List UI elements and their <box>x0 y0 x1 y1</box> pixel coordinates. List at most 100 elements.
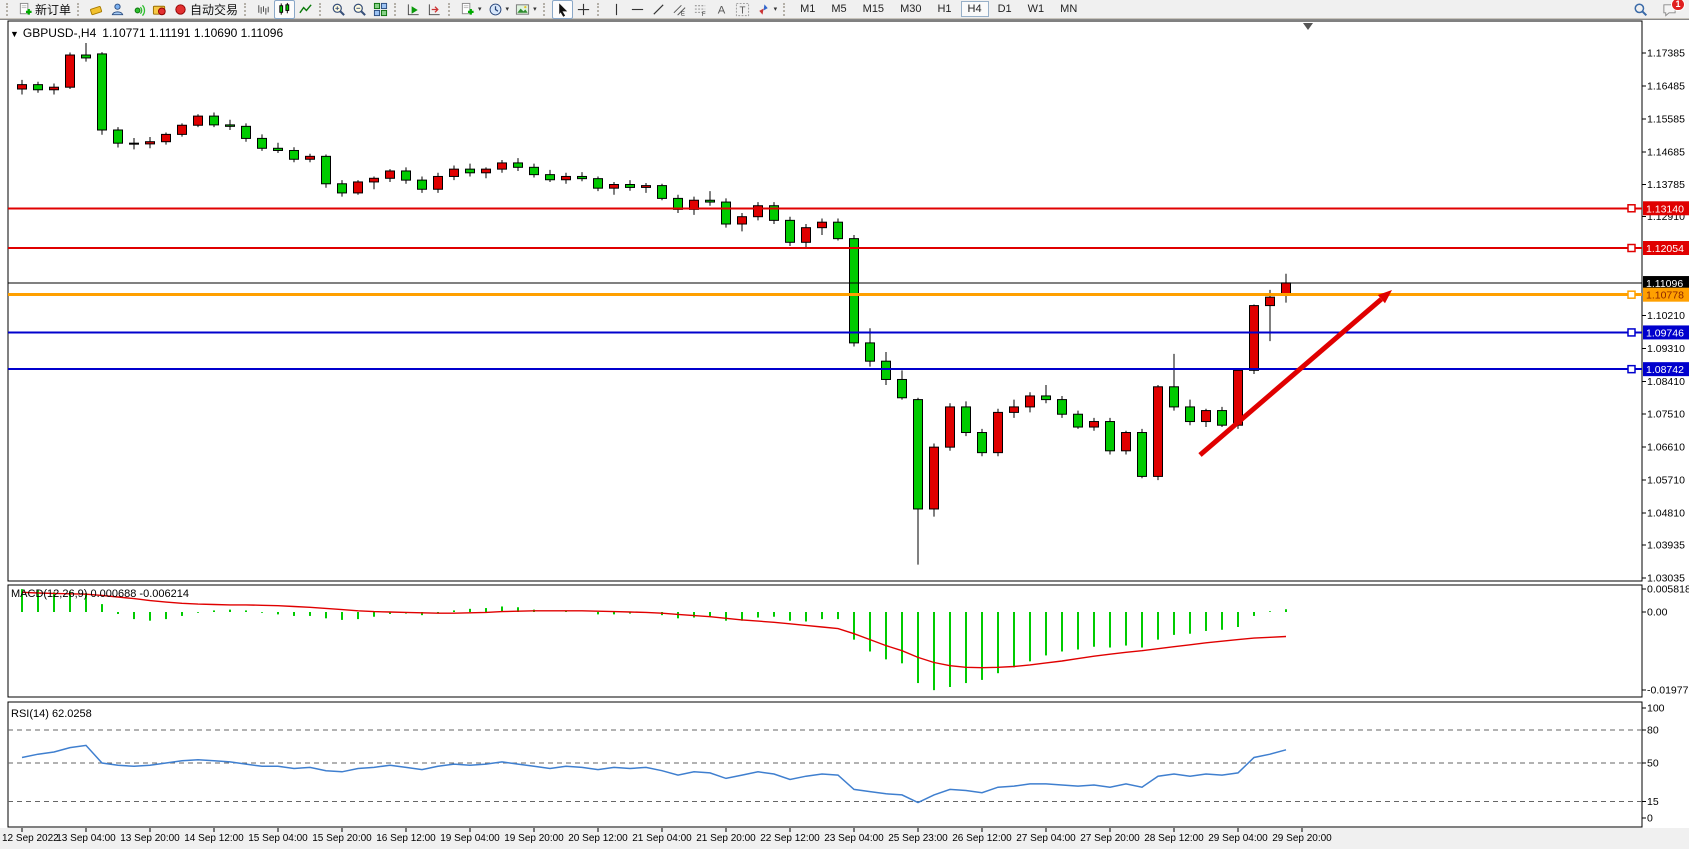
toolbar-grip <box>542 2 549 16</box>
styler-button[interactable] <box>86 0 107 19</box>
timeframe-d1-button[interactable]: D1 <box>997 3 1012 15</box>
tile-windows-icon <box>373 2 388 16</box>
candle <box>353 181 363 194</box>
candle-chart-mode-button[interactable] <box>274 0 296 19</box>
market-watch-button[interactable] <box>149 0 170 19</box>
trendline-button[interactable] <box>648 0 669 19</box>
candle <box>609 184 619 189</box>
symbol-period-title: GBPUSD-,H4 <box>22 26 97 40</box>
candle <box>497 162 507 170</box>
text-label-button[interactable]: T <box>732 0 753 19</box>
timeframe-h4-button[interactable]: H4 <box>960 1 989 17</box>
candle <box>17 84 27 90</box>
hline-price-text: 1.09746 <box>1646 327 1684 339</box>
chart-shift-button[interactable] <box>424 0 445 19</box>
depth-of-market-button[interactable] <box>107 0 128 19</box>
indicators-button[interactable]: ▾ <box>457 0 485 19</box>
timeframe-m1-button[interactable]: M1 <box>800 3 816 15</box>
candle <box>689 199 699 210</box>
dropdown-caret-icon[interactable]: ▾ <box>773 6 778 13</box>
vertical-line-button[interactable] <box>606 0 627 19</box>
candle <box>1089 421 1099 428</box>
candle <box>737 216 747 225</box>
hline-handle[interactable] <box>1627 328 1636 337</box>
candle <box>385 170 395 179</box>
timeframe-m30-button[interactable]: M30 <box>900 3 922 15</box>
bar-chart-mode-icon <box>258 4 269 15</box>
auto-trading-button[interactable]: 自动交易 <box>170 0 241 19</box>
zoom-in-button[interactable] <box>328 0 349 19</box>
candle <box>577 175 587 180</box>
candle <box>817 221 827 229</box>
rsi-name: RSI(14) <box>11 708 49 720</box>
toolbar-grip <box>319 2 325 16</box>
timeframe-mn-button[interactable]: MN <box>1060 3 1078 15</box>
candle <box>145 141 155 145</box>
rsi-tick-label: 50 <box>1647 758 1659 770</box>
candle <box>177 124 187 135</box>
rsi-indicator-label: RSI(14) 62.0258 <box>11 708 92 720</box>
cursor-button[interactable] <box>551 0 573 19</box>
trend-arrow-line[interactable] <box>1198 297 1384 457</box>
rsi-tick-label: 0 <box>1647 813 1653 825</box>
line-chart-mode-button[interactable] <box>295 0 316 19</box>
tile-windows-button[interactable] <box>370 0 391 19</box>
timeframe-w1-button[interactable]: W1 <box>1027 3 1045 15</box>
hline-handle[interactable] <box>1627 204 1636 213</box>
candle <box>129 142 139 145</box>
candle <box>369 177 379 183</box>
periods-button[interactable]: ▾ <box>485 0 513 19</box>
dropdown-caret-icon[interactable]: ▾ <box>505 6 510 13</box>
crosshair-icon <box>577 3 589 15</box>
candle <box>1265 296 1275 307</box>
macd-values: 0.000688 -0.006214 <box>90 588 189 600</box>
text-button[interactable]: A <box>711 0 732 19</box>
dropdown-caret-icon[interactable]: ▾ <box>533 6 537 13</box>
crosshair-button[interactable] <box>573 0 594 19</box>
hline-handle[interactable] <box>1627 243 1636 253</box>
candle <box>305 155 315 160</box>
candle <box>561 175 571 181</box>
macd-indicator-label: MACD(12,26,9) 0.000688 -0.006214 <box>11 588 189 600</box>
candle <box>449 168 459 177</box>
notifications-button[interactable]: 1 <box>1659 0 1685 19</box>
fibonacci-button[interactable]: F <box>690 0 711 19</box>
candle <box>1249 305 1259 371</box>
search-button[interactable] <box>1630 0 1651 19</box>
time-axis-label: 15 Sep 20:00 <box>312 833 372 844</box>
candle <box>321 155 331 185</box>
auto-scroll-button[interactable] <box>403 0 424 19</box>
svg-text:E: E <box>680 10 684 16</box>
zoom-out-button[interactable] <box>349 0 370 19</box>
bar-chart-mode-button[interactable] <box>253 0 274 19</box>
new-order-button[interactable]: 新订单 <box>15 0 74 19</box>
templates-button[interactable]: ▾ <box>512 0 540 19</box>
horizontal-line-button[interactable] <box>627 0 648 19</box>
macd-tick-label: 0.00 <box>1647 607 1668 619</box>
arrows-button[interactable]: ▾ <box>753 0 781 19</box>
timeframe-m5-button[interactable]: M5 <box>831 3 847 15</box>
time-axis-label: 12 Sep 2022 <box>2 833 59 844</box>
notification-count-badge: 1 <box>1670 0 1685 11</box>
trend-arrow-head[interactable] <box>1377 290 1392 304</box>
candle <box>1025 395 1035 408</box>
equidistant-channel-button[interactable]: E <box>669 0 690 19</box>
hline-handle[interactable] <box>1627 290 1636 299</box>
macd-tick-label: 0.005818 <box>1647 584 1689 596</box>
candle <box>529 166 539 176</box>
timeframe-m15-button[interactable]: M15 <box>862 3 885 15</box>
chart-shift-icon <box>428 3 440 15</box>
price-tick-label: 1.17385 <box>1647 48 1685 60</box>
candle <box>849 238 859 344</box>
time-axis-label: 25 Sep 23:00 <box>888 833 948 844</box>
alerts-button[interactable] <box>128 0 149 19</box>
timeframe-h1-button[interactable]: H1 <box>937 3 952 15</box>
price-tick-label: 1.13785 <box>1647 179 1685 191</box>
market-watch-icon <box>152 5 166 15</box>
hline-price-label <box>1643 276 1689 291</box>
chevron-down-icon[interactable]: ▼ <box>10 29 19 39</box>
rsi-value: 62.0258 <box>51 708 92 720</box>
candle <box>161 133 171 143</box>
dropdown-caret-icon[interactable]: ▾ <box>478 6 482 13</box>
hline-handle[interactable] <box>1627 364 1636 374</box>
